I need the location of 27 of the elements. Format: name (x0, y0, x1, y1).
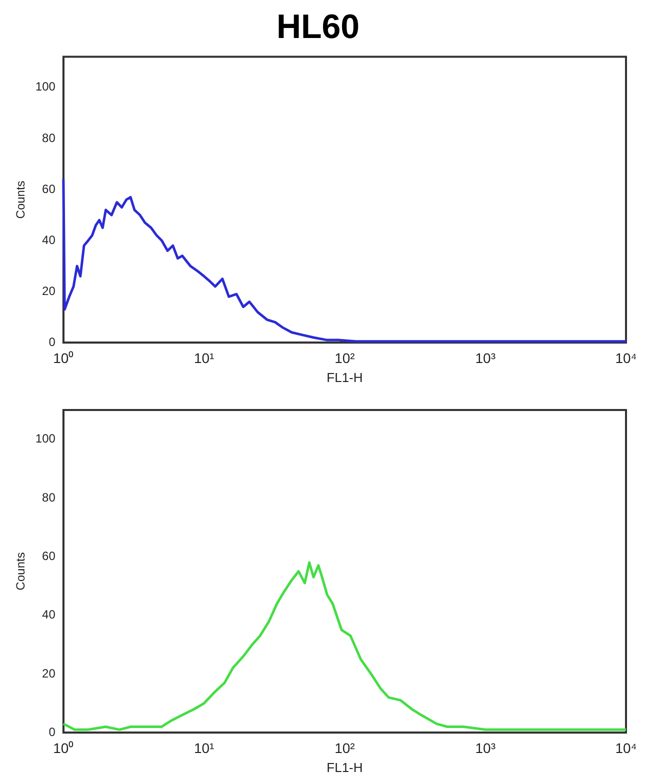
x-tick-label: 10⁰ (53, 740, 74, 756)
y-tick-label: 40 (42, 232, 56, 247)
y-tick-label: 60 (42, 548, 56, 563)
y-tick-label: 0 (48, 724, 56, 739)
y-tick-label: 0 (48, 334, 56, 349)
x-tick-label: 10² (334, 740, 356, 756)
y-axis-title: Counts (14, 552, 28, 590)
y-tick-label: 80 (42, 490, 56, 504)
y-tick-label: 40 (42, 608, 56, 622)
x-tick-label: 10⁴ (615, 350, 637, 366)
y-tick-label: 20 (42, 666, 56, 680)
x-tick-label: 10³ (475, 350, 496, 366)
x-axis-title: FL1-H (326, 370, 363, 385)
y-tick-label: 60 (42, 182, 56, 196)
x-tick-label: 10⁰ (53, 350, 74, 366)
x-axis-title: FL1-H (326, 760, 363, 775)
x-tick-label: 10⁴ (615, 740, 637, 756)
y-tick-label: 100 (35, 432, 56, 446)
chart-title: HL60 (276, 8, 360, 46)
x-tick-label: 10¹ (194, 350, 215, 366)
x-tick-label: 10² (334, 350, 356, 366)
x-tick-label: 10³ (475, 740, 496, 756)
y-axis-title: Counts (14, 180, 28, 219)
x-tick-label: 10¹ (194, 740, 215, 756)
y-tick-label: 20 (42, 284, 56, 298)
y-tick-label: 100 (35, 80, 56, 94)
y-tick-label: 80 (42, 130, 56, 145)
